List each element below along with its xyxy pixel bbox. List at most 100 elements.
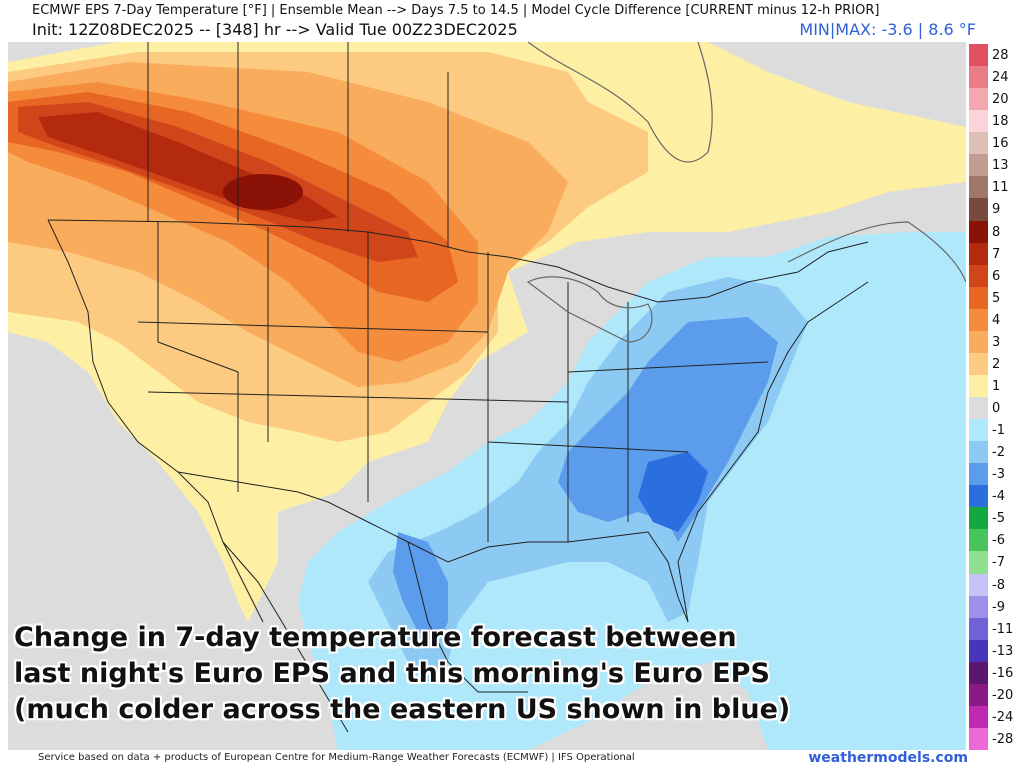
legend-label: -4 <box>992 489 1005 505</box>
footer-credit: Service based on data + products of Euro… <box>38 752 635 763</box>
legend-swatch <box>969 507 988 530</box>
legend-swatch <box>969 485 988 508</box>
legend-label: 2 <box>992 356 1001 372</box>
legend-label: -16 <box>992 665 1014 681</box>
legend-row: -13 <box>969 639 1024 662</box>
legend-row: 2 <box>969 352 1024 375</box>
legend-row: -11 <box>969 617 1024 640</box>
legend-swatch <box>969 529 988 552</box>
legend-swatch <box>969 573 988 596</box>
legend-row: -4 <box>969 485 1024 508</box>
legend-row: -1 <box>969 419 1024 442</box>
legend-label: 6 <box>992 268 1001 284</box>
legend-swatch <box>969 66 988 89</box>
legend-row: 6 <box>969 264 1024 287</box>
legend-row: 18 <box>969 110 1024 133</box>
legend-swatch <box>969 727 988 750</box>
legend-swatch <box>969 44 988 67</box>
state-line-4 <box>137 321 489 333</box>
state-line-8 <box>487 441 689 453</box>
legend-swatch <box>969 551 988 574</box>
gulf-coast <box>327 501 689 623</box>
legend-row: 20 <box>969 88 1024 111</box>
legend-label: 9 <box>992 202 1001 218</box>
mexico-west-coast <box>222 541 349 733</box>
legend-label: 7 <box>992 246 1001 262</box>
state-line-1 <box>157 222 239 492</box>
legend-row: -6 <box>969 529 1024 552</box>
legend-swatch <box>969 264 988 287</box>
legend-swatch <box>969 374 988 397</box>
legend-swatch <box>969 176 988 199</box>
mexico-gulf-coast <box>407 541 528 693</box>
legend-label: 11 <box>992 180 1009 196</box>
legend-row: 4 <box>969 308 1024 331</box>
legend-label: 24 <box>992 70 1009 86</box>
legend-label: -1 <box>992 423 1005 439</box>
legend-label: 0 <box>992 401 1001 416</box>
legend-row: 11 <box>969 176 1024 199</box>
legend-label: -6 <box>992 533 1005 549</box>
legend-label: -8 <box>992 577 1005 593</box>
footer-brand: weathermodels.com <box>808 750 968 766</box>
legend-swatch <box>969 441 988 464</box>
legend-label: -3 <box>992 467 1005 483</box>
legend-row: 3 <box>969 330 1024 353</box>
anomaly-minus4-core <box>638 452 708 532</box>
legend-label: 8 <box>992 224 1001 240</box>
legend-row: 7 <box>969 242 1024 265</box>
anomaly-plus8-core <box>223 174 303 210</box>
legend-row: 24 <box>969 66 1024 89</box>
anomaly-minus3-zone-texas <box>393 532 448 642</box>
legend-row: -16 <box>969 661 1024 684</box>
legend-row: 1 <box>969 374 1024 397</box>
legend-row: 5 <box>969 286 1024 309</box>
legend-swatch <box>969 242 988 265</box>
legend-row: 13 <box>969 154 1024 177</box>
legend-swatch <box>969 463 988 486</box>
legend-row: 9 <box>969 198 1024 221</box>
temperature-difference-map <box>8 42 966 750</box>
legend-label: 20 <box>992 92 1009 108</box>
chart-title: ECMWF EPS 7-Day Temperature [°F] | Ensem… <box>32 3 880 18</box>
legend-swatch <box>969 639 988 662</box>
legend-row: -28 <box>969 727 1024 750</box>
legend-label: -13 <box>992 643 1014 659</box>
legend-label: 5 <box>992 290 1001 306</box>
legend-row: -3 <box>969 463 1024 486</box>
caption-line-3: (much colder across the eastern US shown… <box>14 694 791 725</box>
caption-line-2: last night's Euro EPS and this morning's… <box>14 658 770 689</box>
annotation-caption: Change in 7-day temperature forecast bet… <box>14 620 814 728</box>
legend-row: -9 <box>969 595 1024 618</box>
legend-swatch <box>969 308 988 331</box>
legend-label: 1 <box>992 378 1001 394</box>
legend-label: 13 <box>992 158 1009 174</box>
caption-line-1: Change in 7-day temperature forecast bet… <box>14 622 737 653</box>
anomaly-minus3-zone <box>558 317 778 542</box>
legend-swatch <box>969 661 988 684</box>
map-canvas <box>8 42 966 750</box>
legend-swatch <box>969 617 988 640</box>
legend-row: -24 <box>969 705 1024 728</box>
legend-label: -28 <box>992 731 1014 747</box>
legend-swatch <box>969 286 988 309</box>
lakes-and-coastlines <box>526 42 966 343</box>
legend-label: 16 <box>992 136 1009 152</box>
legend-swatch <box>969 330 988 353</box>
legend-row: 8 <box>969 220 1024 243</box>
east-coast <box>677 281 869 623</box>
legend-swatch <box>969 595 988 618</box>
legend-row: 16 <box>969 132 1024 155</box>
legend-label: 4 <box>992 312 1001 328</box>
legend-swatch <box>969 397 988 420</box>
min-max-readout: MIN|MAX: -3.6 | 8.6 °F <box>799 20 976 39</box>
legend-swatch <box>969 154 988 177</box>
legend-swatch <box>969 220 988 243</box>
legend-swatch <box>969 88 988 111</box>
legend-row: -7 <box>969 551 1024 574</box>
color-legend: 28 24 20 18 16 13 11 9 8 7 6 5 4 3 2 1 0 -1 -2 -3 -4 -5 -6 -7 -8… <box>969 44 1024 750</box>
legend-label: -20 <box>992 687 1014 703</box>
legend-label: 28 <box>992 48 1009 63</box>
cold-anomaly-shading <box>298 232 966 750</box>
mexico-border <box>177 471 329 503</box>
